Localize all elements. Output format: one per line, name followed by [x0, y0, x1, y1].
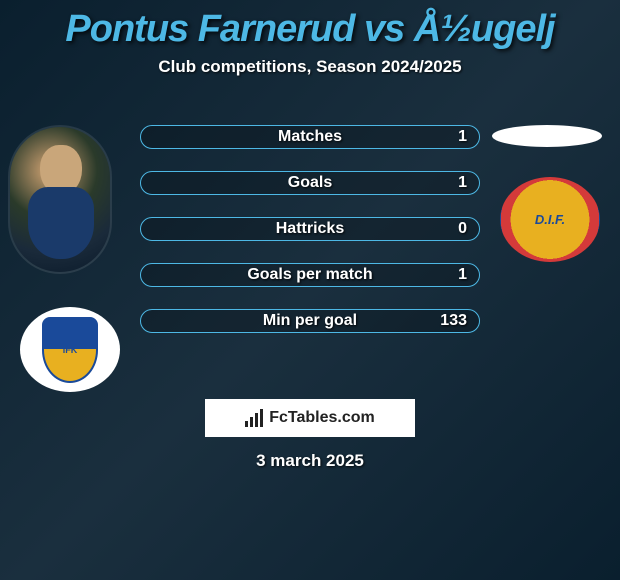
- club-shield-icon: IFK: [42, 317, 98, 383]
- stat-row-goals: Goals 1: [140, 171, 480, 195]
- stat-label: Min per goal: [263, 312, 357, 330]
- date-text: 3 march 2025: [0, 451, 620, 471]
- club-badge-right: D.I.F.: [500, 177, 600, 262]
- club-badge-left: IFK: [20, 307, 120, 392]
- stat-value: 0: [458, 220, 467, 238]
- stat-value: 1: [458, 174, 467, 192]
- stat-label: Matches: [278, 128, 342, 146]
- page-subtitle: Club competitions, Season 2024/2025: [0, 57, 620, 77]
- stat-row-hattricks: Hattricks 0: [140, 217, 480, 241]
- stat-label: Goals per match: [247, 266, 372, 284]
- stat-label: Goals: [288, 174, 332, 192]
- bars-icon: [245, 409, 263, 427]
- stat-value: 1: [458, 266, 467, 284]
- stat-row-matches: Matches 1: [140, 125, 480, 149]
- stat-value: 133: [440, 312, 467, 330]
- page-title: Pontus Farnerud vs Å½ugelj: [0, 0, 620, 51]
- stat-value: 1: [458, 128, 467, 146]
- stat-row-goals-per-match: Goals per match 1: [140, 263, 480, 287]
- stat-label: Hattricks: [276, 220, 344, 238]
- stat-row-min-per-goal: Min per goal 133: [140, 309, 480, 333]
- player-placeholder-right: [492, 125, 602, 147]
- player-photo-left: [10, 127, 110, 272]
- stats-list: Matches 1 Goals 1 Hattricks 0 Goals per …: [140, 125, 480, 355]
- brand-text: FcTables.com: [269, 409, 375, 427]
- brand-badge: FcTables.com: [205, 399, 415, 437]
- comparison-panel: IFK D.I.F. Matches 1 Goals 1 Hattricks 0…: [0, 97, 620, 377]
